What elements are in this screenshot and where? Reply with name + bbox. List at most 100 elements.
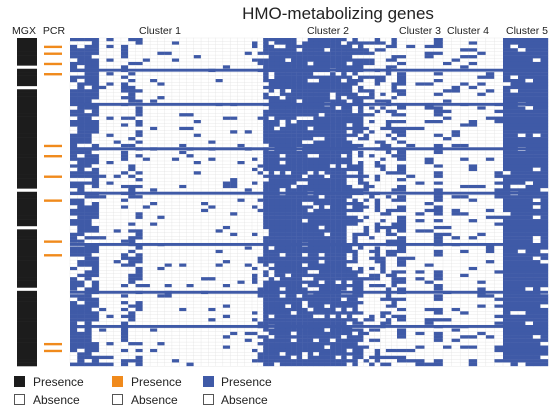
gene-cell (113, 140, 122, 145)
gene-cell (186, 321, 195, 326)
gene-cell (346, 109, 353, 114)
gene-cell (244, 75, 253, 80)
gene-cell (285, 311, 292, 315)
gene-cell (335, 174, 342, 179)
gene-cell (200, 136, 209, 141)
gene-cell (113, 311, 122, 316)
gene-cell (84, 335, 93, 339)
gene-cell (186, 280, 195, 285)
gene-cell (313, 352, 320, 357)
gene-cell (391, 137, 398, 141)
gene-cell (391, 232, 398, 237)
gene-cell (268, 195, 275, 199)
gene-cell (363, 300, 370, 305)
gene-cell (113, 314, 122, 319)
gene-cell (385, 352, 392, 357)
gene-cell (128, 96, 136, 100)
gene-cell (69, 116, 78, 121)
gene-cell (229, 188, 238, 193)
gene-cell (257, 136, 264, 141)
gene-cell (329, 95, 337, 100)
gene-cell (318, 143, 325, 148)
gene-cell (391, 246, 398, 251)
gene-cell (244, 266, 253, 271)
gene-cell (291, 126, 297, 131)
gene-cell (346, 205, 353, 210)
gene-cell (77, 300, 85, 305)
gene-cell (70, 266, 78, 271)
gene-cell (186, 259, 195, 264)
gene-cell (307, 208, 314, 213)
gene-cell (307, 65, 314, 69)
gene-cell (251, 328, 258, 333)
gene-cell (244, 194, 253, 199)
gene-cell (313, 157, 320, 162)
gene-cell (391, 85, 398, 90)
gene-cell (352, 232, 359, 237)
gene-cell (363, 287, 370, 292)
gene-cell (164, 126, 173, 131)
gene-cell (302, 157, 308, 162)
gene-cell (142, 51, 151, 56)
gene-cell (142, 311, 151, 316)
gene-cell (391, 143, 398, 148)
gene-cell (142, 75, 151, 80)
gene-cell (330, 342, 336, 346)
gene-cell (251, 235, 258, 240)
gene-cell (274, 72, 281, 76)
gene-cell (222, 99, 231, 104)
gene-cell (363, 78, 370, 83)
gene-cell (200, 300, 209, 305)
gene-cell (164, 246, 173, 251)
gene-cell (98, 123, 107, 128)
gene-cell (302, 321, 308, 326)
gene-cell (186, 297, 195, 302)
mgx-cell (17, 239, 37, 244)
gene-cell (357, 113, 364, 117)
gene-cell (318, 58, 325, 63)
gene-cell (313, 126, 320, 131)
gene-cell (106, 342, 114, 346)
gene-cell (313, 236, 320, 240)
gene-cell (106, 338, 115, 343)
gene-cell (374, 82, 381, 87)
gene-cell (380, 335, 387, 340)
gene-cell (84, 222, 93, 227)
gene-cell (215, 174, 224, 179)
gene-cell (285, 181, 292, 186)
gene-cell (368, 205, 376, 210)
gene-cell (307, 195, 314, 199)
gene-cell (106, 164, 115, 169)
gene-cell (352, 106, 359, 111)
gene-cell (106, 256, 115, 261)
gene-cell (363, 355, 370, 360)
gene-cell (113, 256, 122, 261)
gene-cell (149, 174, 158, 179)
gene-cell (128, 51, 136, 56)
gene-cell (229, 119, 238, 124)
gene-cell (120, 154, 129, 158)
gene-cell (352, 79, 359, 83)
gene-cell (179, 123, 187, 128)
mgx-cell (17, 123, 37, 128)
gene-cell (330, 181, 336, 186)
gene-cell (70, 133, 78, 138)
gene-cell (341, 266, 348, 271)
gene-cell (251, 85, 258, 90)
gene-cell (215, 157, 224, 162)
gene-cell (113, 112, 122, 117)
gene-cell (391, 215, 398, 220)
gene-cell (274, 137, 281, 141)
gene-cell (244, 126, 253, 131)
gene-cell (341, 72, 348, 76)
gene-cell (200, 167, 209, 172)
gene-cell (313, 143, 320, 148)
gene-cell (268, 297, 275, 302)
gene-cell (374, 229, 381, 233)
gene-cell (385, 345, 392, 350)
gene-cell (106, 225, 115, 230)
gene-cell (171, 222, 180, 227)
gene-cell (120, 51, 129, 56)
gene-cell (84, 328, 93, 333)
gene-cell (186, 95, 195, 100)
